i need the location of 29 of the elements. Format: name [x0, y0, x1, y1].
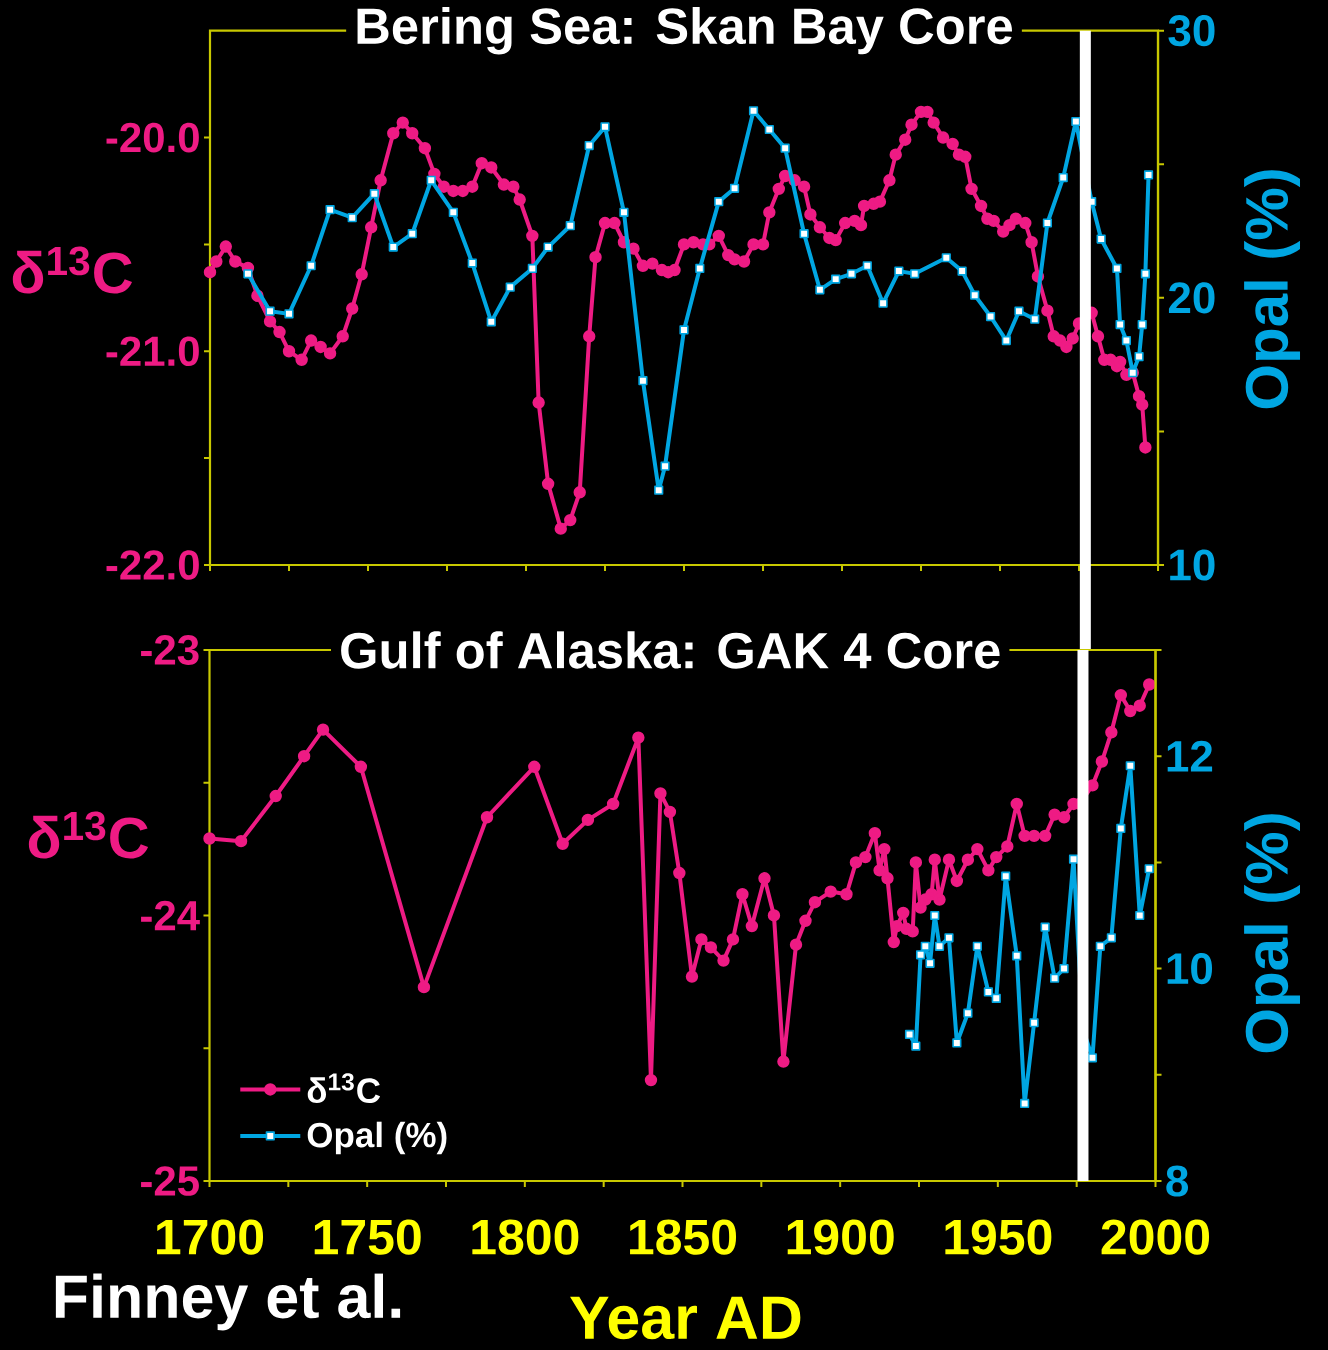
y-tick-label: -20.0: [106, 122, 199, 153]
x-tick-label: 1800: [472, 1219, 579, 1255]
y-tick-label: -22.0: [106, 550, 199, 580]
y-axis-title: δ$^{13}$C: [12, 246, 132, 294]
x-tick-label: 1850: [630, 1219, 737, 1255]
y-axis-title: δ$^{13}$C: [28, 811, 149, 859]
x-axis-title: Year AD: [570, 1296, 801, 1340]
y2-tick-label: 8: [1166, 1165, 1189, 1197]
legend-label: Opal (%): [307, 1121, 447, 1155]
y2-axis-title: Opal (%): [1244, 170, 1301, 409]
x-tick-label: 2000: [1101, 1219, 1210, 1255]
text: Finney et al.: [55, 1273, 401, 1331]
y2-tick-label: 20: [1168, 282, 1215, 314]
x-tick-label: 1700: [157, 1219, 264, 1255]
y2-axis-title: Opal (%): [1244, 814, 1301, 1053]
y-tick-label: -24: [141, 900, 200, 931]
y-tick-label: -25: [141, 1166, 199, 1196]
chart-title: Gulf of Alaska: GAK 4 Core: [341, 631, 1000, 669]
x-tick-label: 1900: [787, 1219, 894, 1255]
y-tick-label: -21.0: [106, 336, 199, 367]
y2-tick-label: 10: [1170, 549, 1215, 581]
chart-title: Bering Sea: Skan Bay Core: [357, 6, 1013, 55]
y2-tick-label: 10: [1167, 953, 1213, 985]
x-tick-label: 1950: [945, 1219, 1052, 1255]
legend-label: δ$^{13}$C: [307, 1073, 381, 1104]
y2-tick-label: 12: [1167, 740, 1213, 772]
y-tick-label: -23: [141, 635, 199, 665]
y2-tick-label: 30: [1168, 15, 1215, 47]
x-tick-label: 1750: [314, 1219, 421, 1255]
